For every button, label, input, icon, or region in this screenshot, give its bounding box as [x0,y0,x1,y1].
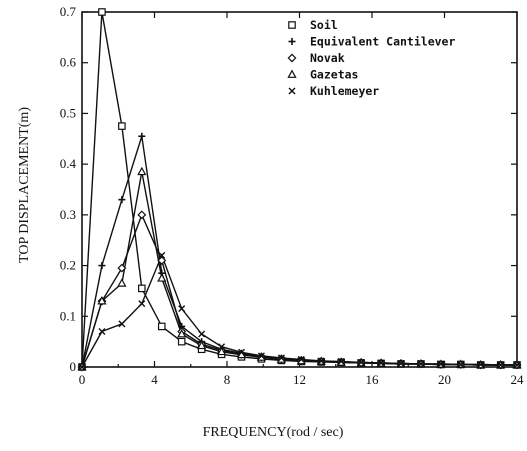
data-point-triangle [97,296,107,305]
data-point-x [417,360,425,368]
data-point-x [218,343,226,351]
data-point-x [337,357,345,365]
y-tick-label: 0.3 [60,207,76,222]
data-point-square [157,322,166,331]
data-point-triangle [197,340,207,350]
data-point-square [177,337,186,346]
data-point-diamond [157,256,167,265]
x-tick-label: 8 [224,372,231,387]
data-point-triangle [287,69,297,78]
legend: Soil Equivalent Cantilever Novak Gazetas Kuh… [287,18,455,98]
series-lines [81,11,517,368]
data-point-plus [118,196,126,204]
data-point-x [437,360,445,368]
data-point-square [118,122,126,130]
data-point-x [257,352,265,360]
data-point-square [288,21,296,29]
y-axis-title: TOP DISPLACEMENT(m) [17,107,32,263]
data-point-x [497,361,505,369]
y-tick-label: 0.5 [60,105,76,120]
data-point-x [477,360,485,368]
data-point-x [288,87,296,95]
legend-label: Kuhlemeyer [310,84,379,98]
data-point-x [118,320,126,328]
plot-area-border [81,11,518,368]
data-point-square [98,8,106,16]
series-line-gazetas [81,171,517,368]
x-tick-label: 20 [438,372,451,387]
x-tick-label: 24 [511,372,525,387]
data-point-plus [98,262,106,270]
y-tick-label: 0.2 [60,258,76,273]
data-point-x [277,354,285,362]
data-point-diamond [287,53,297,63]
data-point-x [78,363,86,371]
data-point-x [397,359,405,367]
data-point-square [138,284,146,293]
data-point-plus [138,132,146,140]
series-line-kuhlemeyer [81,253,517,368]
data-point-diamond [117,263,127,273]
x-tick-label: 4 [151,372,158,387]
legend-label: Novak [310,51,345,65]
data-point-x [297,355,305,363]
data-point-x [357,358,365,366]
data-point-x [178,305,186,313]
data-point-plus [288,38,296,45]
axis-ticks: 0 4 8 12 16 20 24 0 0.1 0.2 0.3 0.4 0.5 0.6 0.7 [60,4,524,387]
x-tick-label: 12 [293,372,306,387]
data-point-x [198,330,206,338]
data-point-x [457,360,465,368]
legend-label: Gazetas [310,68,358,82]
data-point-triangle [157,273,167,282]
data-point-x [513,361,521,369]
plot-frame [81,11,518,368]
y-tick-label: 0.6 [60,55,77,70]
data-point-x [138,300,146,308]
data-point-x [158,251,166,259]
data-point-x [98,328,106,335]
y-tick-label: 0.1 [60,308,76,323]
data-point-diamond [137,210,147,220]
x-tick-label: 0 [79,372,86,387]
series-line-soil [81,11,517,368]
y-tick-label: 0.4 [60,156,77,171]
legend-label: Equivalent Cantilever [310,35,455,49]
data-point-x [317,357,325,365]
legend-label: Soil [310,18,338,32]
data-point-triangle [137,166,147,176]
x-axis-title: FREQUENCY(rod / sec) [203,425,344,440]
x-tick-label: 16 [366,372,380,387]
series-markers [77,8,522,372]
data-point-x [377,359,385,367]
data-point-x [238,348,245,356]
series-line-equivalent-cantilever [81,136,517,368]
y-tick-label: 0 [70,359,77,374]
data-point-triangle [216,346,227,356]
data-point-triangle [177,328,187,338]
y-tick-label: 0.7 [60,4,77,19]
data-point-triangle [117,278,127,287]
